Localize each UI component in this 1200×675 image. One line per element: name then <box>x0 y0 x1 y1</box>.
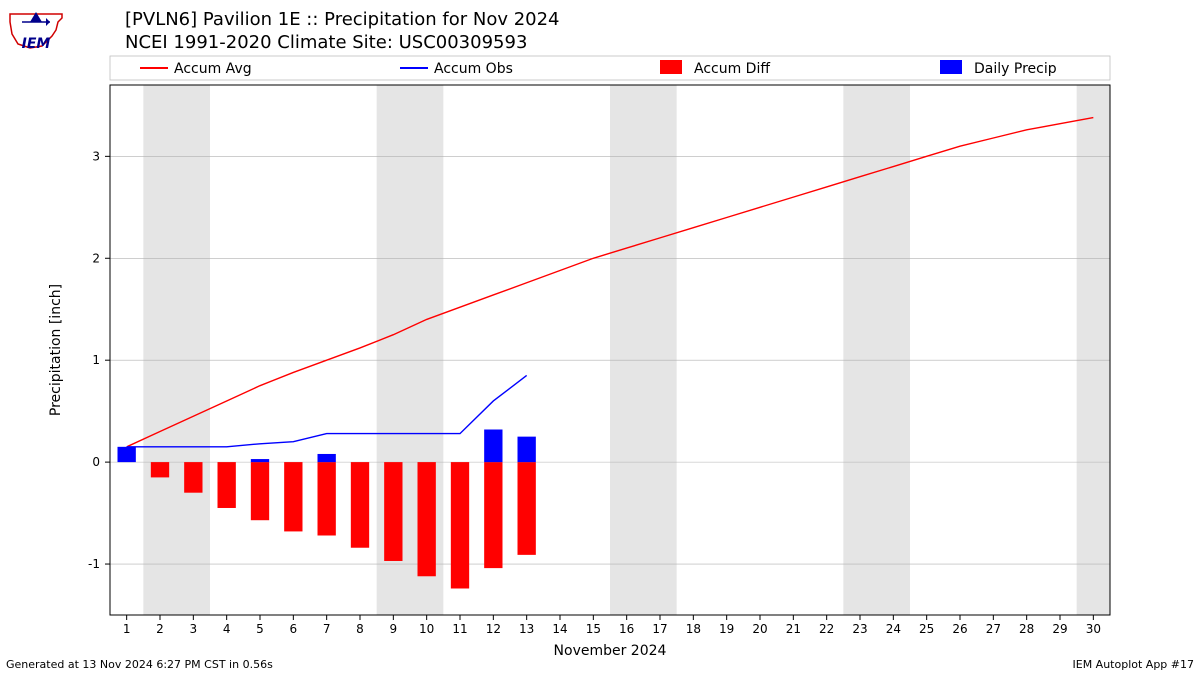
x-tick-label: 15 <box>586 622 601 636</box>
x-tick-label: 10 <box>419 622 434 636</box>
x-tick-label: 29 <box>1052 622 1067 636</box>
x-tick-label: 6 <box>290 622 298 636</box>
accum-diff-bar <box>251 462 269 520</box>
x-tick-label: 28 <box>1019 622 1034 636</box>
x-tick-label: 7 <box>323 622 331 636</box>
x-tick-label: 22 <box>819 622 834 636</box>
x-tick-label: 18 <box>686 622 701 636</box>
x-tick-label: 25 <box>919 622 934 636</box>
legend-swatch <box>940 60 962 74</box>
x-tick-label: 8 <box>356 622 364 636</box>
legend-label: Accum Avg <box>174 61 252 77</box>
x-tick-label: 1 <box>123 622 131 636</box>
x-tick-label: 9 <box>390 622 398 636</box>
x-tick-label: 17 <box>652 622 667 636</box>
legend-label: Accum Diff <box>694 61 770 77</box>
x-tick-label: 19 <box>719 622 734 636</box>
y-axis-label: Precipitation [inch] <box>48 284 64 416</box>
accum-diff-bar <box>518 462 536 555</box>
footer-timestamp: Generated at 13 Nov 2024 6:27 PM CST in … <box>6 658 273 671</box>
daily-precip-bar <box>118 447 136 462</box>
x-tick-label: 27 <box>986 622 1001 636</box>
x-tick-label: 16 <box>619 622 634 636</box>
weekend-band <box>143 85 210 615</box>
accum-diff-bar <box>151 462 169 477</box>
daily-precip-bar <box>318 454 336 462</box>
x-tick-label: 20 <box>752 622 767 636</box>
x-tick-label: 21 <box>786 622 801 636</box>
legend-label: Daily Precip <box>974 61 1057 77</box>
daily-precip-bar <box>484 430 502 463</box>
weekend-band <box>610 85 677 615</box>
x-axis-label: November 2024 <box>554 643 667 659</box>
accum-diff-bar <box>318 462 336 535</box>
footer-appid: IEM Autoplot App #17 <box>1073 658 1195 671</box>
y-tick-label: -1 <box>88 557 100 571</box>
y-tick-label: 3 <box>92 149 100 163</box>
accum-diff-bar <box>484 462 502 568</box>
x-tick-label: 13 <box>519 622 534 636</box>
x-tick-label: 14 <box>552 622 567 636</box>
x-tick-label: 24 <box>886 622 901 636</box>
y-tick-label: 2 <box>92 251 100 265</box>
x-tick-label: 3 <box>190 622 198 636</box>
x-tick-label: 26 <box>952 622 967 636</box>
y-tick-label: 1 <box>92 353 100 367</box>
precip-chart: 1234567891011121314151617181920212223242… <box>0 0 1200 675</box>
daily-precip-bar <box>251 459 269 462</box>
y-tick-label: 0 <box>92 455 100 469</box>
accum-diff-bar <box>351 462 369 548</box>
accum-diff-bar <box>384 462 402 561</box>
x-tick-label: 23 <box>852 622 867 636</box>
x-tick-label: 30 <box>1086 622 1101 636</box>
daily-precip-bar <box>518 437 536 462</box>
accum-diff-bar <box>218 462 236 508</box>
x-tick-label: 5 <box>256 622 264 636</box>
x-tick-label: 12 <box>486 622 501 636</box>
accum-diff-bar <box>284 462 302 531</box>
accum-diff-bar <box>451 462 469 588</box>
x-tick-label: 2 <box>156 622 164 636</box>
x-tick-label: 11 <box>452 622 467 636</box>
accum-diff-bar <box>418 462 436 576</box>
legend-swatch <box>660 60 682 74</box>
legend-label: Accum Obs <box>434 61 513 77</box>
x-tick-label: 4 <box>223 622 231 636</box>
weekend-band <box>1077 85 1110 615</box>
accum-diff-bar <box>184 462 202 493</box>
